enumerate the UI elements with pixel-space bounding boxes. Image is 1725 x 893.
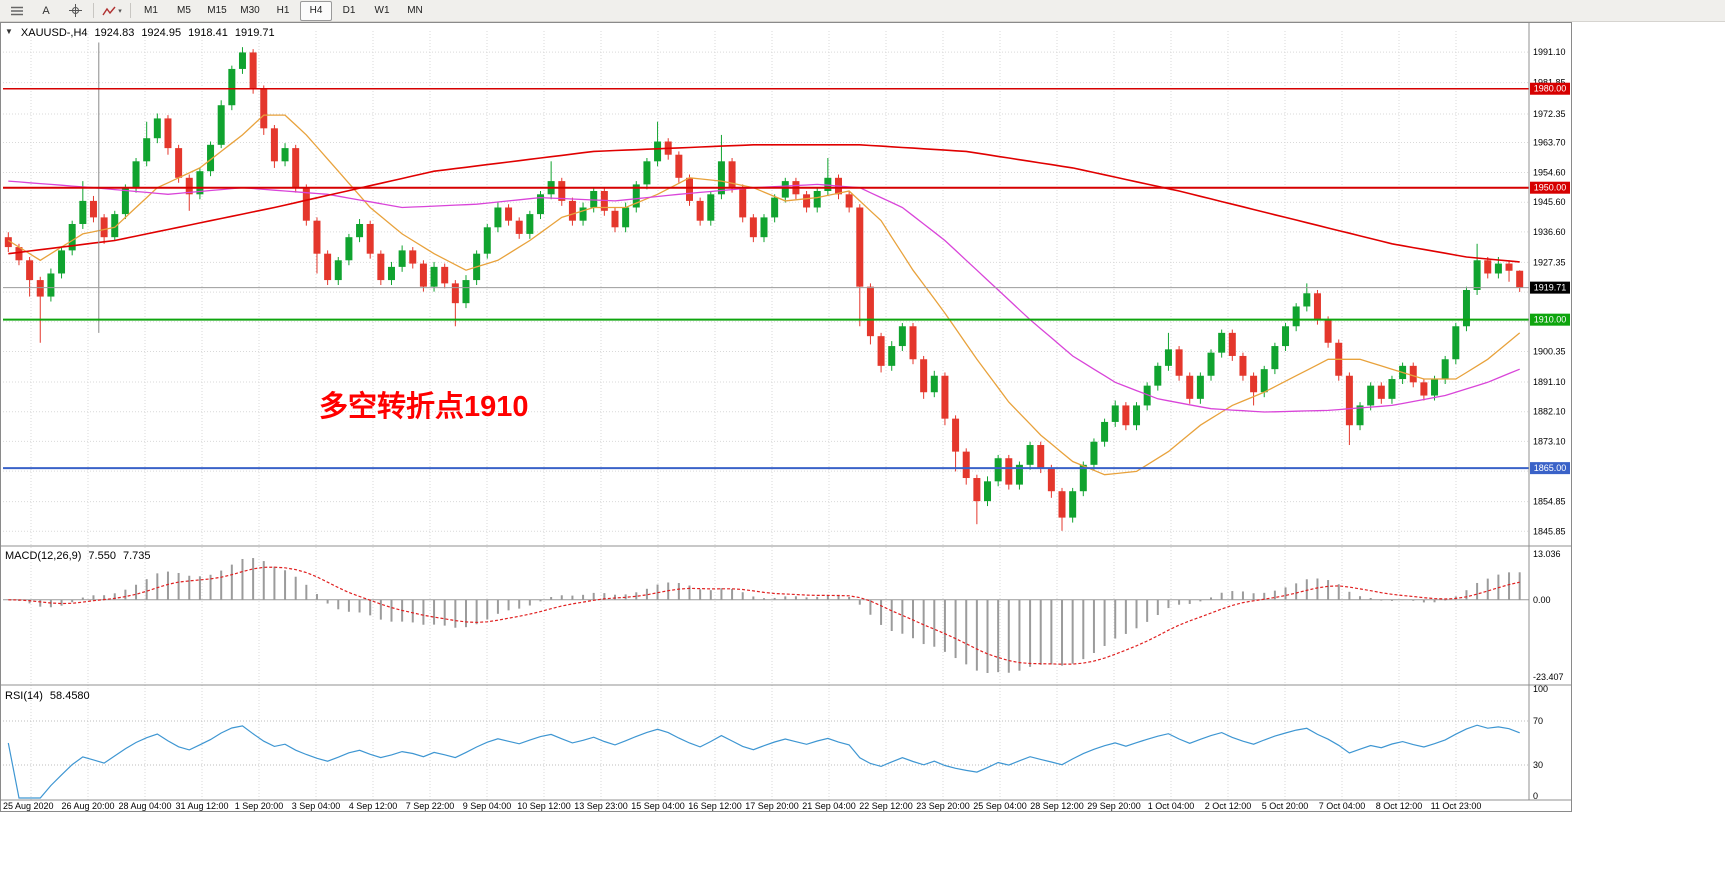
- svg-text:10 Sep 12:00: 10 Sep 12:00: [517, 801, 571, 811]
- chevron-down-icon: ▾: [118, 7, 122, 15]
- close-value: 1919.71: [234, 27, 275, 39]
- svg-text:1882.10: 1882.10: [1533, 407, 1566, 417]
- svg-text:1927.35: 1927.35: [1533, 257, 1566, 267]
- svg-text:21 Sep 04:00: 21 Sep 04:00: [802, 801, 856, 811]
- text-tool-button[interactable]: A: [32, 1, 60, 21]
- timeframe-d1-button[interactable]: D1: [342, 5, 356, 16]
- svg-text:13 Sep 23:00: 13 Sep 23:00: [574, 801, 628, 811]
- svg-text:7 Sep 22:00: 7 Sep 22:00: [406, 801, 455, 811]
- timeframe-mn-button[interactable]: MN: [407, 5, 423, 16]
- high-value: 1924.95: [141, 27, 182, 39]
- draw-object-icon[interactable]: ▾: [98, 1, 126, 21]
- chart-window: 25 Aug 2020 26 Aug 20:00 28 Aug 04:00 31 Au…: [0, 22, 1572, 812]
- svg-text:1945.60: 1945.60: [1533, 197, 1566, 207]
- toolbar-separator: [130, 3, 131, 18]
- svg-text:1954.60: 1954.60: [1533, 168, 1566, 178]
- chart-canvas[interactable]: 25 Aug 2020 26 Aug 20:00 28 Aug 04:00 31 Au…: [1, 23, 1571, 811]
- svg-text:22 Sep 12:00: 22 Sep 12:00: [859, 801, 913, 811]
- svg-text:17 Sep 20:00: 17 Sep 20:00: [745, 801, 799, 811]
- svg-text:1991.10: 1991.10: [1533, 47, 1566, 57]
- text-tool-label: A: [42, 4, 50, 17]
- svg-text:26 Aug 20:00: 26 Aug 20:00: [61, 801, 114, 811]
- svg-text:1980.00: 1980.00: [1534, 84, 1567, 94]
- svg-text:29 Sep 20:00: 29 Sep 20:00: [1087, 801, 1141, 811]
- svg-text:1845.85: 1845.85: [1533, 526, 1566, 536]
- draw-object-glyph: [102, 6, 116, 15]
- macd-main-value: 7.550: [88, 550, 116, 562]
- svg-text:1910.00: 1910.00: [1534, 315, 1567, 325]
- svg-text:1865.00: 1865.00: [1534, 463, 1567, 473]
- svg-text:1981.85: 1981.85: [1533, 78, 1566, 88]
- crosshair-glyph: [68, 4, 82, 17]
- svg-text:0.00: 0.00: [1533, 595, 1551, 605]
- svg-text:1854.85: 1854.85: [1533, 497, 1566, 507]
- svg-text:0: 0: [1533, 791, 1538, 801]
- timeframe-m5-button[interactable]: M5: [177, 5, 191, 16]
- svg-text:1 Sep 20:00: 1 Sep 20:00: [235, 801, 284, 811]
- timeframe-h4-button[interactable]: H4: [300, 0, 332, 21]
- svg-text:2 Oct 12:00: 2 Oct 12:00: [1205, 801, 1252, 811]
- svg-text:8 Oct 12:00: 8 Oct 12:00: [1376, 801, 1423, 811]
- svg-text:28 Aug 04:00: 28 Aug 04:00: [118, 801, 171, 811]
- symbol-ohlc-header: ▼ XAUUSD-,H4 1924.83 1924.95 1918.41 191…: [5, 27, 275, 39]
- rsi-indicator-header: RSI(14) 58.4580: [5, 690, 90, 702]
- annotation-text: 多空转折点1910: [319, 391, 529, 423]
- svg-text:1891.10: 1891.10: [1533, 377, 1566, 387]
- timeframe-m1-button[interactable]: M1: [144, 5, 158, 16]
- collapse-icon[interactable]: ▼: [5, 27, 13, 36]
- macd-label: MACD(12,26,9): [5, 550, 82, 562]
- svg-text:1936.60: 1936.60: [1533, 227, 1566, 237]
- svg-text:16 Sep 12:00: 16 Sep 12:00: [688, 801, 742, 811]
- toolbar: A ▾ M1 M5 M15 M30 H1 H4 D1 W1 MN: [0, 0, 1725, 22]
- rsi-label: RSI(14): [5, 690, 43, 702]
- svg-text:1963.70: 1963.70: [1533, 138, 1566, 148]
- svg-text:1 Oct 04:00: 1 Oct 04:00: [1148, 801, 1195, 811]
- svg-text:23 Sep 20:00: 23 Sep 20:00: [916, 801, 970, 811]
- svg-text:100: 100: [1533, 684, 1548, 694]
- svg-text:7 Oct 04:00: 7 Oct 04:00: [1319, 801, 1366, 811]
- svg-text:11 Oct 23:00: 11 Oct 23:00: [1431, 801, 1482, 811]
- svg-text:-23.407: -23.407: [1533, 672, 1564, 682]
- rsi-value: 58.4580: [49, 690, 90, 702]
- svg-text:1919.71: 1919.71: [1534, 283, 1567, 293]
- timeframe-w1-button[interactable]: W1: [374, 5, 390, 16]
- macd-signal-value: 7.735: [122, 550, 151, 562]
- low-value: 1918.41: [188, 27, 228, 39]
- svg-text:70: 70: [1533, 716, 1543, 726]
- chart-list-glyph: [11, 6, 23, 15]
- svg-text:25 Aug 2020: 25 Aug 2020: [3, 801, 54, 811]
- svg-text:5 Oct 20:00: 5 Oct 20:00: [1262, 801, 1309, 811]
- svg-text:1972.35: 1972.35: [1533, 109, 1566, 119]
- macd-indicator-header: MACD(12,26,9) 7.550 7.735: [5, 550, 150, 562]
- toolbar-separator: [93, 3, 94, 18]
- svg-text:31 Aug 12:00: 31 Aug 12:00: [175, 801, 228, 811]
- svg-text:28 Sep 12:00: 28 Sep 12:00: [1030, 801, 1084, 811]
- chart-list-icon[interactable]: [3, 1, 31, 21]
- svg-text:1873.10: 1873.10: [1533, 436, 1566, 446]
- svg-text:1900.35: 1900.35: [1533, 347, 1566, 357]
- timeframe-h1-button[interactable]: H1: [276, 5, 290, 16]
- timeframe-m15-button[interactable]: M15: [207, 5, 227, 16]
- svg-text:1950.00: 1950.00: [1534, 183, 1567, 193]
- svg-text:30: 30: [1533, 760, 1543, 770]
- symbol-label: XAUUSD-,H4: [20, 27, 88, 39]
- svg-text:25 Sep 04:00: 25 Sep 04:00: [973, 801, 1027, 811]
- timeframe-m30-button[interactable]: M30: [240, 5, 260, 16]
- crosshair-icon[interactable]: [61, 1, 89, 21]
- svg-text:13.036: 13.036: [1533, 549, 1561, 559]
- open-value: 1924.83: [94, 27, 135, 39]
- svg-text:15 Sep 04:00: 15 Sep 04:00: [631, 801, 685, 811]
- svg-text:9 Sep 04:00: 9 Sep 04:00: [463, 801, 512, 811]
- svg-text:3 Sep 04:00: 3 Sep 04:00: [292, 801, 341, 811]
- svg-text:4 Sep 12:00: 4 Sep 12:00: [349, 801, 398, 811]
